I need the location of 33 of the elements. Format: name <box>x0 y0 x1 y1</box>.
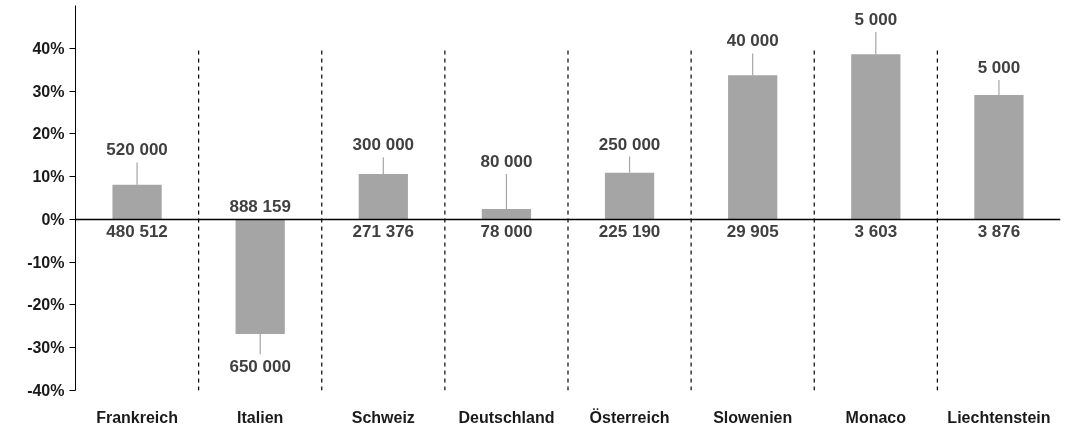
y-tick-label: -40% <box>27 382 65 399</box>
annotation: 300 000 <box>352 135 415 155</box>
x-tick-label: Slowenien <box>713 408 793 426</box>
x-tick-label: Liechtenstein <box>947 408 1051 426</box>
x-tick-label: Frankreich <box>96 408 178 426</box>
y-tick-label: 10% <box>32 168 65 186</box>
y-tick-label: -30% <box>27 339 65 357</box>
x-tick-label: Deutschland <box>458 408 555 426</box>
annotation: 40 000 <box>726 31 779 51</box>
annotation: 78 000 <box>480 222 533 242</box>
y-tick-label: 0% <box>41 210 65 228</box>
annotation: 80 000 <box>480 152 533 172</box>
x-tick-label: Schweiz <box>351 408 415 426</box>
annotation: 888 159 <box>229 197 291 217</box>
annotation: 225 190 <box>598 222 661 242</box>
annotation: 520 000 <box>106 140 168 160</box>
annotation: 271 376 <box>352 222 415 242</box>
y-tick-label: 30% <box>32 82 65 100</box>
y-tick-label: -10% <box>27 253 65 271</box>
annotation: 29 905 <box>726 222 779 242</box>
x-tick-label: Italien <box>237 408 284 426</box>
annotation: 650 000 <box>229 357 291 377</box>
annotation: 3 603 <box>854 222 898 242</box>
y-tick-label: 40% <box>32 39 65 57</box>
annotation: 250 000 <box>598 134 661 154</box>
x-tick-label: Österreich <box>589 407 670 426</box>
annotation: 3 876 <box>977 222 1021 242</box>
y-tick-label: -20% <box>27 296 65 314</box>
y-tick-label: 20% <box>32 125 65 143</box>
annotation: 480 512 <box>106 222 168 242</box>
annotation: 5 000 <box>854 10 898 30</box>
x-tick-label: Monaco <box>845 408 907 426</box>
annotation: 5 000 <box>977 57 1021 77</box>
